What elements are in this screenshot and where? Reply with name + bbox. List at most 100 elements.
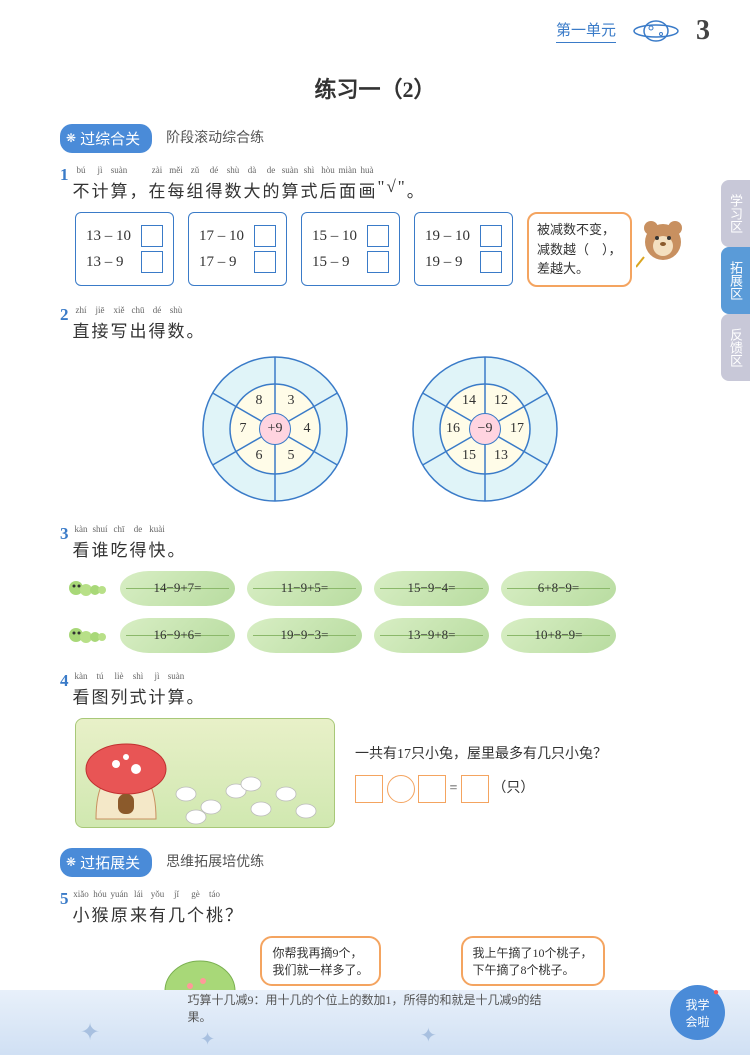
char-col: chī吃 [111, 524, 128, 561]
wheel-value: 17 [510, 421, 524, 437]
leaf-row: 14−9+7= 11−9+5= 15−9−4= 6+8−9= [68, 571, 700, 606]
section1-header: 过综合关 阶段滚动综合练 [60, 124, 700, 153]
char-col: měi每 [168, 165, 185, 202]
check-box[interactable] [141, 251, 163, 273]
char-col: xiě写 [111, 305, 128, 342]
wheel-center: −9 [469, 413, 501, 445]
char-col: shù数 [225, 165, 242, 202]
content: 过综合关 阶段滚动综合练 1bú不jì计suàn算，zài在měi每zǔ组dé得… [0, 124, 750, 1051]
q2-wheels: +9345678 −9121713151614 [60, 354, 700, 504]
char-col: suàn算 [168, 671, 185, 708]
equation-group: 15 – 1015 – 9 [301, 212, 400, 286]
mushroom-scene [75, 718, 335, 828]
monkey1-bubble: 你帮我再摘9个， 我们就一样多了。 [260, 936, 380, 986]
equation-group: 17 – 1017 – 9 [188, 212, 287, 286]
char-col: shì式 [301, 165, 318, 202]
tab-study: 学习区 [721, 180, 750, 247]
equation: 13 – 9 [86, 254, 141, 271]
footer-tip: 巧算十几减9：用十几的个位上的数加1，所得的和就是十几减9的结果。 [188, 991, 563, 1025]
char-col: lái来 [130, 889, 147, 926]
page-header: 第一单元 3 [0, 0, 750, 57]
badge: 我学 会啦 [670, 985, 725, 1040]
svg-text:✦: ✦ [420, 1025, 437, 1047]
wheel-value: 7 [240, 421, 247, 437]
char-col: kàn看 [73, 524, 90, 561]
answer-box[interactable] [355, 775, 383, 803]
q4-scene: 一共有17只小兔，屋里最多有几只小兔？ = （只） [75, 718, 700, 828]
char-col: 。 [407, 165, 424, 202]
q1-boxes: 13 – 1013 – 917 – 1017 – 915 – 1015 – 91… [75, 212, 700, 287]
answer-box[interactable] [461, 775, 489, 803]
equation-group: 13 – 10 13 – 9 [75, 212, 174, 286]
question-number: 5 [60, 889, 69, 926]
leaf-equation[interactable]: 14−9+7= [120, 571, 235, 606]
char-col: shì式 [130, 671, 147, 708]
leaf-equation[interactable]: 16−9+6= [120, 618, 235, 653]
leaf-equation[interactable]: 15−9−4= [374, 571, 489, 606]
wheel-value: 3 [288, 393, 295, 409]
q4-text: 4kàn看tú图liè列shì式jì计suàn算。 [60, 671, 700, 708]
check-box[interactable] [254, 251, 276, 273]
leaf-equation[interactable]: 11−9+5= [247, 571, 362, 606]
char-col: kuài快 [149, 524, 166, 561]
wheel-value: 15 [462, 448, 476, 464]
leaf-equation[interactable]: 10+8−9= [501, 618, 616, 653]
char-col: yuán原 [111, 889, 129, 926]
q5-text: 5xiǎo小hóu猴yuán原lái来yǒu有jǐ几gè个táo桃？ [60, 889, 700, 926]
leaf-equation[interactable]: 19−9−3= [247, 618, 362, 653]
equation: 19 – 9 [425, 254, 480, 271]
char-col: dà大 [244, 165, 261, 202]
char-col: chū出 [130, 305, 147, 342]
char-col: jì计 [149, 671, 166, 708]
equation: 13 – 10 [86, 228, 141, 245]
hint-bubble: 被减数不变， 减数越（ ）， 差越大。 [527, 212, 632, 287]
char-col: tú图 [92, 671, 109, 708]
leaf-equation[interactable]: 6+8−9= [501, 571, 616, 606]
check-box[interactable] [141, 225, 163, 247]
answer-op[interactable] [387, 775, 415, 803]
char-col: zǔ组 [187, 165, 204, 202]
check-box[interactable] [254, 225, 276, 247]
q1-text: 1bú不jì计suàn算，zài在měi每zǔ组dé得shù数dà大de的suà… [60, 165, 700, 202]
char-col: bú不 [73, 165, 90, 202]
question-number: 4 [60, 671, 69, 708]
char-col: shuí谁 [92, 524, 109, 561]
char-col: dé得 [149, 305, 166, 342]
wheel-value: 13 [494, 448, 508, 464]
char-col: shù数 [168, 305, 185, 342]
bear-icon [636, 212, 691, 277]
wheel-value: 12 [494, 393, 508, 409]
char-col: huà画 [359, 165, 376, 202]
question-number: 1 [60, 165, 69, 202]
equation: 17 – 10 [199, 228, 254, 245]
q4-unit: （只） [492, 781, 534, 796]
equation-group: 19 – 1019 – 9 [414, 212, 513, 286]
check-box[interactable] [480, 225, 502, 247]
section1-tag: 过综合关 [60, 124, 152, 153]
monkey2-bubble: 我上午摘了10个桃子， 下午摘了8个桃子。 [461, 936, 605, 986]
answer-box[interactable] [418, 775, 446, 803]
wheel-value: 5 [288, 448, 295, 464]
q4-prompt: 一共有17只小兔，屋里最多有几只小兔？ [355, 742, 607, 767]
wheel-value: 4 [304, 421, 311, 437]
q3-text: 3kàn看shuí谁chī吃de得kuài快。 [60, 524, 700, 561]
char-col: √ [386, 165, 395, 202]
svg-text:✦: ✦ [200, 1029, 215, 1049]
char-col: de得 [130, 524, 147, 561]
planet-icon [631, 16, 681, 46]
wheel-value: 16 [446, 421, 460, 437]
char-col: 。 [168, 524, 185, 561]
leaf-row: 16−9+6= 19−9−3= 13−9+8= 10+8−9= [68, 618, 700, 653]
char-col: ？ [225, 889, 242, 926]
char-col: miàn面 [339, 165, 357, 202]
svg-text:✦: ✦ [80, 1020, 100, 1046]
char-col: hòu后 [320, 165, 337, 202]
check-box[interactable] [367, 251, 389, 273]
wheel-add: +9345678 [200, 354, 350, 504]
leaf-equation[interactable]: 13−9+8= [374, 618, 489, 653]
check-box[interactable] [367, 225, 389, 247]
char-col: " [378, 165, 385, 202]
q3-leaves: 14−9+7= 11−9+5= 15−9−4= 6+8−9= 16−9+6= 19−9−3… [68, 571, 700, 653]
wheel-center: +9 [259, 413, 291, 445]
check-box[interactable] [480, 251, 502, 273]
